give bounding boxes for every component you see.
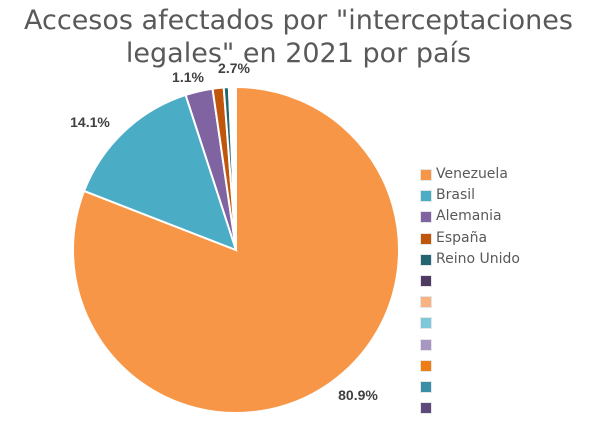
legend-swatch <box>420 402 432 415</box>
legend-swatch <box>420 359 432 372</box>
legend-item: Venezuela <box>418 166 597 188</box>
legend-item: Alemania <box>418 208 597 230</box>
legend-item <box>418 358 597 379</box>
pie-slices <box>72 85 400 414</box>
legend-item: Brasil <box>418 187 597 209</box>
legend-item: Reino Unido <box>418 250 597 273</box>
legend-swatch <box>420 338 432 351</box>
legend-swatch <box>420 232 432 245</box>
legend-label: Reino Unido <box>436 250 520 267</box>
legend-item <box>418 315 597 336</box>
legend: Venezuela Brasil Alemania España Reino Unido <box>418 166 597 421</box>
data-label-españa: 1.1% <box>172 69 204 85</box>
legend-label: Brasil <box>436 187 476 204</box>
legend-item <box>418 273 597 294</box>
data-label-alemania: 2.7% <box>218 60 250 76</box>
legend-item <box>418 294 597 315</box>
legend-item: España <box>418 229 597 252</box>
legend-label: Venezuela <box>436 166 508 182</box>
legend-swatch <box>420 169 432 181</box>
data-label-brasil: 14.1% <box>70 114 110 130</box>
legend-swatch <box>420 317 432 330</box>
legend-item <box>418 337 597 358</box>
data-label-venezuela: 80.9% <box>338 387 378 403</box>
pie-data-labels: 80.9% 14.1% 2.7% 1.1% <box>70 60 378 403</box>
legend-swatch <box>420 253 432 266</box>
legend-item <box>418 379 597 400</box>
legend-swatch <box>420 296 432 309</box>
legend-label: España <box>436 229 488 246</box>
chart-title-line-1: Accesos afectados por "interceptaciones <box>24 5 573 36</box>
legend-swatch <box>420 274 432 287</box>
legend-label: Alemania <box>436 208 502 225</box>
chart-title: Accesos afectados por "interceptaciones … <box>0 4 597 70</box>
chart-title-line-2: legales" en 2021 por país <box>125 38 472 69</box>
legend-swatch <box>420 211 432 224</box>
legend-swatch <box>420 190 432 203</box>
pie-slice-item-12 <box>234 85 237 251</box>
legend-swatch <box>420 380 432 393</box>
legend-item <box>418 400 597 421</box>
